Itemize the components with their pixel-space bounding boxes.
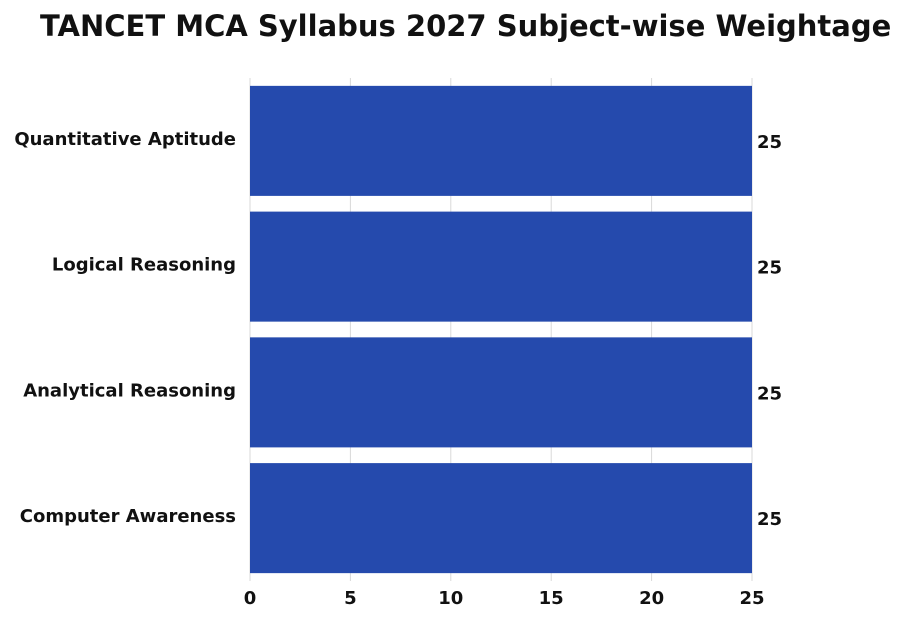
y-tick-label: Logical Reasoning [52, 255, 236, 276]
value-label: 25 [757, 509, 782, 530]
chart-title: TANCET MCA Syllabus 2027 Subject-wise We… [40, 9, 891, 43]
value-label: 25 [757, 383, 782, 404]
x-tick-label: 25 [739, 588, 764, 609]
x-tick-label: 10 [438, 588, 463, 609]
x-tick-label: 0 [244, 588, 257, 609]
bar [250, 85, 752, 196]
bar [250, 211, 752, 322]
x-tick-label: 15 [539, 588, 564, 609]
x-tick-label: 5 [344, 588, 357, 609]
y-tick-label: Analytical Reasoning [23, 380, 236, 401]
y-tick-label: Quantitative Aptitude [14, 129, 236, 150]
value-label: 25 [757, 132, 782, 153]
value-label: 25 [757, 258, 782, 279]
bar [250, 337, 752, 448]
y-tick-label: Computer Awareness [20, 506, 236, 527]
bar [250, 463, 752, 574]
x-tick-label: 20 [639, 588, 664, 609]
